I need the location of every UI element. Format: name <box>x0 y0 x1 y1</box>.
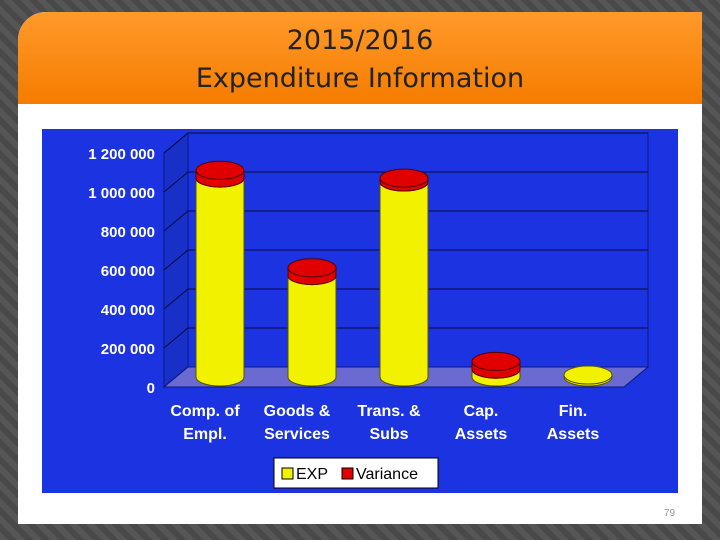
category-label: Assets <box>547 426 600 443</box>
exp-bar <box>287 275 337 387</box>
chart-panel: 0 200 000 400 000 600 000 800 000 1 000 000 1 … <box>42 129 678 493</box>
gridline <box>163 210 648 232</box>
category-label: Empl. <box>183 426 227 443</box>
category-label: Services <box>264 426 330 443</box>
exp-bar-top <box>563 365 613 385</box>
category-label: Comp. of <box>170 403 240 420</box>
category-label: Assets <box>455 426 508 443</box>
y-tick-label: 1 200 000 <box>88 146 155 163</box>
y-tick-label: 0 <box>147 380 155 397</box>
slide-title: 2015/2016 Expenditure Information <box>195 25 525 94</box>
category-label: Cap. <box>464 403 499 420</box>
category-label: Trans. & <box>357 403 421 420</box>
expenditure-chart: 0 200 000 400 000 600 000 800 000 1 000 000 1 … <box>88 131 650 489</box>
legend-box <box>273 457 439 489</box>
y-tick-label: 800 000 <box>101 224 155 241</box>
legend-label-variance: Variance <box>356 466 418 483</box>
gridline <box>163 132 648 154</box>
y-tick-label: 1 000 000 <box>88 185 155 202</box>
variance-bar-top <box>287 258 337 278</box>
legend-swatch-exp <box>281 467 294 480</box>
gridline <box>163 171 648 193</box>
legend-label-exp: EXP <box>296 466 328 483</box>
gridline <box>163 288 648 310</box>
category-label: Goods & <box>264 403 331 420</box>
y-tick-label: 200 000 <box>101 341 155 358</box>
exp-bar <box>195 178 245 387</box>
exp-bar <box>379 181 429 387</box>
legend-swatch-variance <box>341 467 354 480</box>
title-bar: 2015/2016 Expenditure Information <box>18 12 702 104</box>
variance-bar-top <box>195 160 245 180</box>
y-tick-label: 400 000 <box>101 302 155 319</box>
category-label: Subs <box>369 426 408 443</box>
gridline <box>163 327 648 349</box>
variance-bar-top <box>379 168 429 188</box>
page-number: 79 <box>664 508 676 519</box>
variance-bar-top <box>471 351 521 371</box>
gridline <box>163 249 648 271</box>
y-tick-label: 600 000 <box>101 263 155 280</box>
category-label: Fin. <box>559 403 587 420</box>
